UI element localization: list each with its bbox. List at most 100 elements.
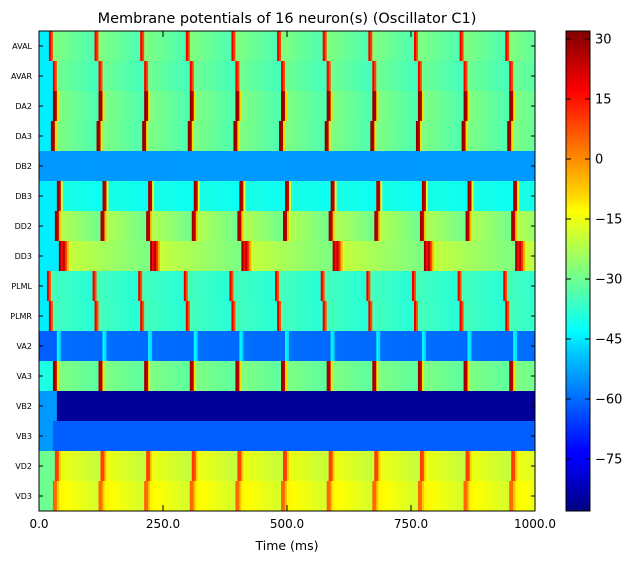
heat-cell-va3 [251,361,254,392]
heat-cell-vb2 [269,391,272,422]
heat-cell-plml [90,271,94,302]
heat-cell-dd3 [515,241,518,272]
heat-cell-db2 [154,151,157,182]
heat-cell-da2 [413,91,417,122]
heat-cell-db3 [173,181,177,212]
heat-cell-da3 [513,121,516,152]
heat-cell-vd3 [82,481,86,511]
heat-cell-vb2 [205,391,209,422]
heat-cell-avar [249,61,252,92]
heat-cell-db2 [130,151,133,182]
heat-cell-va3 [360,361,363,392]
heat-cell-dd2 [322,211,326,242]
heat-cell-va3 [503,361,506,392]
heat-cell-va3 [471,361,475,392]
heat-cell-aval [396,31,399,62]
heat-cell-dd2 [237,211,240,242]
heat-cell-vd2 [148,451,151,482]
heat-cell-plmr [411,301,415,332]
heat-cell-vb3 [110,421,113,452]
heat-cell-db2 [463,151,467,182]
heat-cell-dd3 [437,241,441,272]
heat-cell-aval [519,31,522,62]
heat-cell-vd2 [175,451,179,482]
heat-cell-db3 [275,181,278,212]
heat-cell-da2 [229,91,233,122]
heat-cell-va3 [461,361,465,392]
heat-cell-va2 [70,331,74,362]
heat-cell-db3 [413,181,417,212]
heat-cell-dd2 [300,211,304,242]
heat-cell-vd2 [56,451,60,482]
heat-cell-dd2 [150,211,153,242]
heat-cell-va3 [404,361,407,392]
heat-cell-vd2 [100,451,104,482]
heat-cell-dd3 [283,241,286,272]
heat-cell-dd3 [110,241,113,272]
heat-cell-va2 [169,331,173,362]
heat-cell-dd2 [433,211,437,242]
heat-cell-vb3 [461,421,465,452]
heat-cell-dd3 [431,241,435,272]
heat-cell-da3 [302,121,306,152]
heat-cell-va3 [66,361,70,392]
heat-cell-va2 [165,331,169,362]
heat-cell-dd3 [160,241,163,272]
heat-cell-vd2 [509,451,512,482]
heat-cell-dd2 [287,211,290,242]
heat-cell-va3 [447,361,451,392]
heat-cell-dd2 [370,211,373,242]
heat-cell-avar [241,61,244,92]
heat-cell-dd3 [116,241,119,272]
heat-cell-da3 [475,121,479,152]
heat-cell-plml [326,271,330,302]
heat-cell-va3 [431,361,435,392]
heat-cell-va2 [328,331,332,362]
heat-cell-dd2 [288,211,292,242]
heat-cell-vd3 [86,481,90,511]
heat-cell-vb2 [158,391,161,422]
heat-cell-db2 [66,151,70,182]
heat-cell-db3 [183,181,187,212]
heat-cell-plml [483,271,486,302]
heat-cell-vb2 [489,391,492,422]
heat-cell-avar [267,61,270,92]
heat-cell-plmr [249,301,252,332]
heat-cell-aval [487,31,490,62]
heat-cell-dd2 [465,211,469,242]
heat-cell-vd2 [390,451,393,482]
heat-cell-da3 [46,121,50,152]
heat-cell-plmr [102,301,106,332]
heat-cell-vb3 [294,421,298,452]
heat-cell-plml [298,271,302,302]
heat-cell-db3 [447,181,451,212]
heat-cell-vd2 [441,451,445,482]
heat-cell-da3 [251,121,254,152]
heat-cell-db2 [235,151,238,182]
heat-cell-vb2 [344,391,348,422]
heat-cell-da2 [167,91,171,122]
heat-cell-va2 [132,331,135,362]
heat-cell-va3 [110,361,113,392]
heat-cell-plml [380,271,383,302]
heat-cell-vb2 [88,391,92,422]
heat-cell-avar [130,61,133,92]
heat-cell-vd3 [199,481,203,511]
heat-cell-plml [384,271,387,302]
heat-cell-plmr [217,301,221,332]
heat-cell-db2 [356,151,360,182]
heat-cell-plml [185,271,189,302]
heat-cell-db3 [312,181,316,212]
heat-cell-vb3 [165,421,169,452]
heat-cell-dd2 [231,211,235,242]
heat-cell-vb2 [509,391,512,422]
heat-cell-plmr [376,301,379,332]
heat-cell-db2 [507,151,510,182]
heat-cell-plml [140,271,143,302]
heat-cell-vb2 [171,391,175,422]
heat-cell-da3 [199,121,203,152]
heat-cell-plmr [477,301,481,332]
heat-cell-plmr [453,301,457,332]
heat-cell-vd3 [348,481,352,511]
heat-cell-plmr [344,301,348,332]
